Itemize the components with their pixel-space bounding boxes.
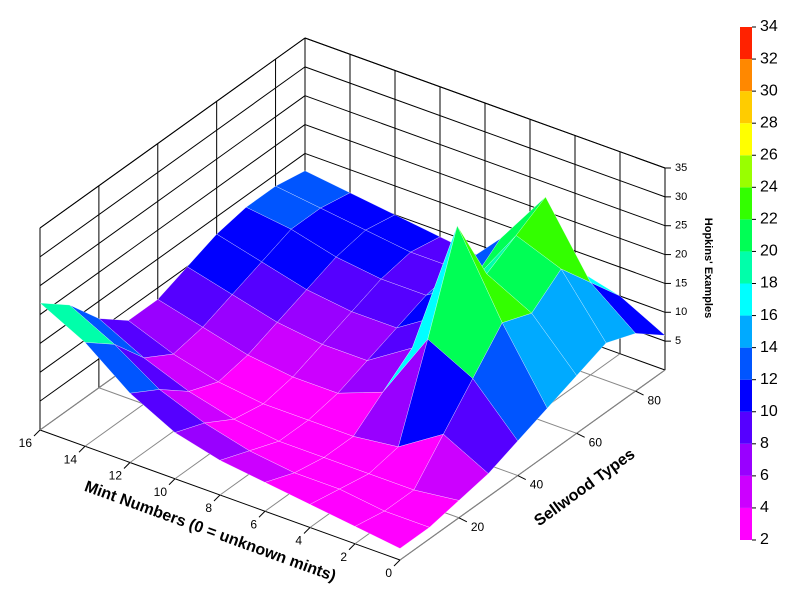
colorbar-tick-label: 32 xyxy=(760,50,778,67)
y-tick-label: 2 xyxy=(340,550,347,564)
y-tick-label: 8 xyxy=(205,501,212,515)
y-tick-label: 12 xyxy=(109,469,123,483)
colorbar-band xyxy=(740,155,752,188)
z-tick-label: 25 xyxy=(675,220,687,232)
colorbar-band xyxy=(740,91,752,124)
y-tick-label: 4 xyxy=(295,534,302,548)
colorbar-band xyxy=(740,411,752,444)
colorbar-band xyxy=(740,283,752,316)
y-tick-label: 0 xyxy=(385,566,392,580)
colorbar-tick-label: 8 xyxy=(760,435,769,452)
colorbar-band xyxy=(740,251,752,284)
colorbar-tick-label: 18 xyxy=(760,275,778,292)
y-tick xyxy=(348,543,356,551)
colorbar-band xyxy=(740,59,752,92)
grid-line xyxy=(39,124,306,315)
colorbar-band xyxy=(740,123,752,156)
x-tick-label: 60 xyxy=(589,436,603,450)
colorbar-tick-label: 28 xyxy=(760,114,778,131)
colorbar-tick-label: 26 xyxy=(760,146,778,163)
colorbar-tick-label: 16 xyxy=(760,307,778,324)
colorbar-band xyxy=(740,475,752,508)
x-tick-label: 80 xyxy=(648,393,662,407)
colorbar-band xyxy=(740,347,752,380)
z-axis-title: Hopkins' Examples xyxy=(702,218,714,318)
y-tick-label: 14 xyxy=(64,452,78,466)
x-tick xyxy=(635,390,644,396)
grid-line xyxy=(399,369,666,561)
colorbar-tick-label: 34 xyxy=(760,18,778,35)
surface-patch xyxy=(354,510,430,549)
colorbar-tick-label: 4 xyxy=(760,499,769,516)
colorbar-tick-label: 2 xyxy=(760,531,769,548)
y-tick xyxy=(33,429,41,437)
z-tick-label: 30 xyxy=(675,191,687,203)
y-tick xyxy=(168,478,176,486)
colorbar-tick-label: 6 xyxy=(760,467,769,484)
colorbar-tick-label: 30 xyxy=(760,82,778,99)
x-axis-title: Sellwood Types xyxy=(531,446,638,530)
x-tick xyxy=(576,432,585,438)
z-tick-label: 15 xyxy=(675,277,687,289)
y-tick xyxy=(393,559,401,567)
colorbar-tick-label: 22 xyxy=(760,211,778,228)
y-tick-label: 6 xyxy=(250,517,257,531)
z-tick-label: 35 xyxy=(675,162,687,174)
grid-line xyxy=(39,95,306,287)
colorbar-band xyxy=(740,507,752,540)
grid-line xyxy=(39,37,306,229)
colorbar-tick-label: 14 xyxy=(760,339,778,356)
colorbar-tick-label: 24 xyxy=(760,179,778,196)
colorbar-band xyxy=(740,443,752,476)
colorbar-band xyxy=(740,219,752,252)
colorbar-tick-label: 12 xyxy=(760,371,778,388)
y-tick-label: 16 xyxy=(19,436,33,450)
z-tick-label: 10 xyxy=(675,306,687,318)
y-tick xyxy=(213,494,221,502)
colorbar-band xyxy=(740,27,752,60)
colorbar-band xyxy=(740,379,752,412)
grid-line xyxy=(39,66,306,258)
colorbar-band xyxy=(740,315,752,348)
y-tick-label: 10 xyxy=(154,485,168,499)
z-tick-label: 5 xyxy=(675,335,681,347)
colorbar-band xyxy=(740,187,752,220)
colorbar-tick-label: 10 xyxy=(760,403,778,420)
y-tick xyxy=(258,510,266,518)
colorbar-tick-label: 20 xyxy=(760,243,778,260)
y-tick xyxy=(78,445,86,453)
x-tick-label: 20 xyxy=(471,520,485,534)
x-tick xyxy=(517,475,527,481)
z-tick-label: 20 xyxy=(675,248,687,260)
x-tick xyxy=(458,517,468,523)
x-tick-label: 40 xyxy=(530,478,544,492)
y-tick xyxy=(303,527,311,534)
y-tick xyxy=(123,462,131,469)
